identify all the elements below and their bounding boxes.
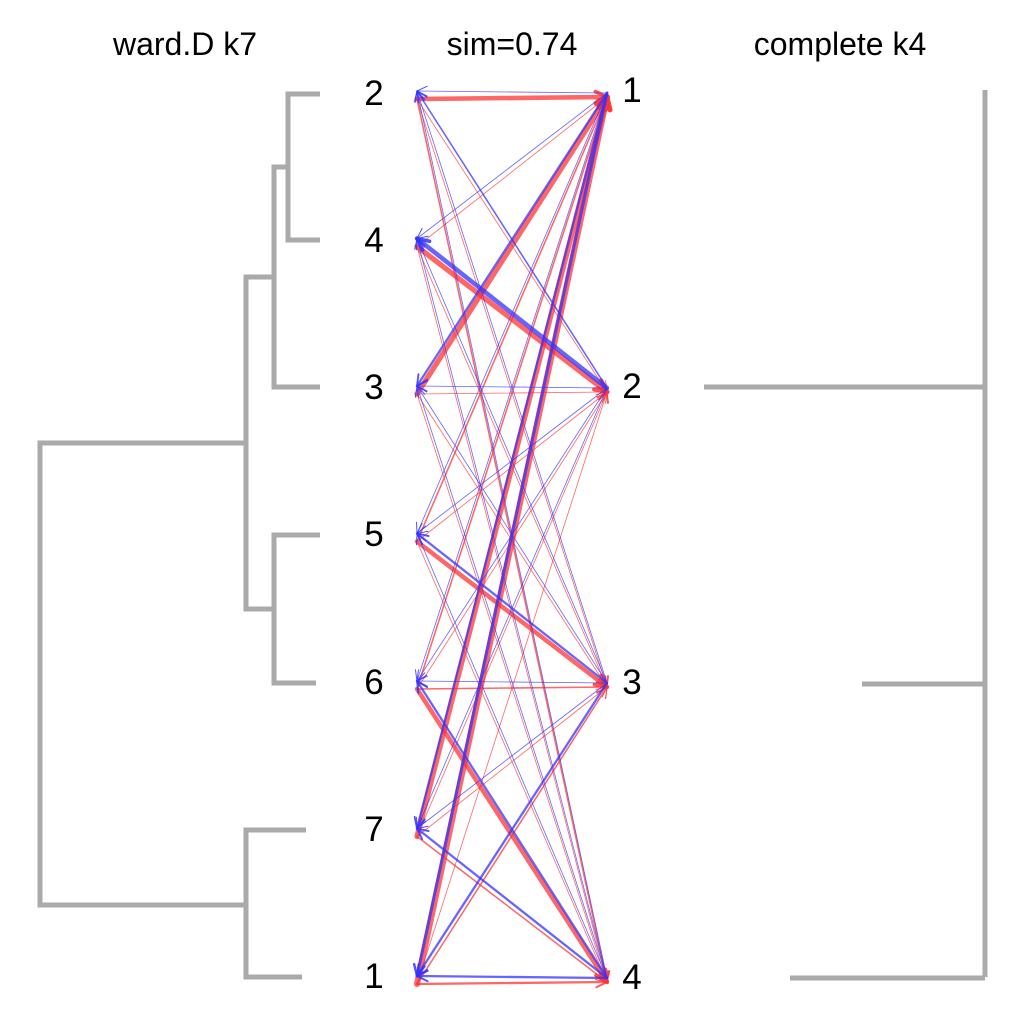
left-cluster-labels: 2 4 3 5 6 7 1: [364, 74, 383, 996]
left-label: 2: [364, 74, 383, 113]
forward-flow-1-3-arrowhead: [596, 686, 608, 700]
backward-flows: [412, 85, 610, 983]
dendrogram-root: [37, 440, 246, 908]
backward-flow-4-3-arrowhead: [414, 385, 426, 398]
backward-flow-4-2: [413, 90, 608, 979]
forward-flow-6-1-line: [416, 96, 608, 690]
dendrogram-branch-24-3: [271, 164, 320, 390]
right-label: 1: [622, 71, 641, 110]
backward-flow-4-6: [415, 679, 609, 980]
left-label: 4: [364, 221, 383, 260]
backward-flow-3-4-line: [416, 238, 608, 684]
dendrogram-branch-2-4: [285, 91, 320, 243]
forward-flow-1-2-arrowhead: [598, 391, 610, 404]
forward-flow-5-1-line: [416, 96, 608, 543]
forward-flow-4-1-line: [416, 96, 608, 247]
dendrogram-branch-7-1: [243, 827, 306, 980]
left-title: ward.D k7: [112, 26, 257, 62]
left-label: 3: [364, 368, 383, 407]
backward-flow-2-2-line: [416, 90, 608, 389]
backward-flow-4-2-arrowhead: [413, 90, 425, 103]
left-label: 5: [364, 515, 383, 554]
left-label: 7: [364, 810, 383, 849]
backward-flow-1-7: [413, 91, 609, 830]
forward-flow-7-4-line: [416, 835, 608, 983]
backward-flow-4-7-arrowhead: [416, 827, 430, 841]
backward-flow-3-2-line: [416, 90, 608, 684]
dendrogram-branch-243-56: [243, 274, 274, 612]
forward-flow-7-1-line: [414, 94, 610, 840]
backward-flow-4-3: [414, 385, 608, 979]
right-label: 4: [622, 958, 641, 997]
backward-flow-1-2: [416, 85, 608, 97]
backward-flow-1-2-line: [416, 90, 608, 94]
backward-flow-1-4-line: [416, 92, 608, 239]
dendrogram-branch-5-6: [271, 532, 320, 686]
forward-flow-7-3-line: [416, 686, 608, 837]
forward-flow-2-1-line: [414, 94, 610, 102]
right-label: 2: [622, 367, 641, 406]
backward-flow-4-5: [415, 533, 608, 979]
forward-flow-1-2-line: [416, 391, 608, 985]
right-cluster-labels: 1 2 3 4: [622, 71, 641, 997]
forward-flow-2-1: [414, 89, 610, 105]
right-dendrogram: [704, 90, 988, 981]
backward-flow-4-5-line: [416, 533, 608, 979]
left-dendrogram: [37, 91, 320, 980]
forward-flow-1-3-line: [416, 686, 608, 985]
backward-flow-4-1-line: [415, 974, 609, 980]
left-label: 1: [364, 957, 383, 996]
backward-flow-4-1-arrowhead: [416, 970, 429, 983]
forward-flows: [413, 89, 613, 989]
backward-flow-4-4: [414, 238, 608, 979]
backward-flow-4-7: [415, 827, 609, 980]
backward-flow-4-3-line: [416, 385, 608, 979]
backward-flow-4-6-line: [415, 679, 609, 980]
backward-flow-4-1: [415, 970, 609, 983]
forward-flow-7-2-line: [416, 391, 608, 837]
right-title: complete k4: [754, 26, 927, 62]
backward-flow-2-4-line: [414, 236, 610, 391]
backward-flow-4-2-line: [416, 90, 608, 979]
backward-flow-4-6-arrowhead: [416, 680, 429, 694]
forward-flow-1-3: [416, 686, 608, 985]
backward-flow-4-7-line: [415, 827, 609, 980]
backward-flow-4-5-arrowhead: [415, 533, 427, 546]
backward-flow-4-4-arrowhead: [414, 238, 425, 251]
forward-flow-1-4-line: [415, 980, 609, 986]
left-label: 6: [364, 663, 383, 702]
backward-flow-4-4-line: [416, 238, 608, 979]
forward-flow-1-2: [416, 391, 610, 985]
center-title: sim=0.74: [447, 26, 578, 62]
right-label: 3: [622, 663, 641, 702]
forward-flow-3-1-line: [414, 94, 610, 397]
